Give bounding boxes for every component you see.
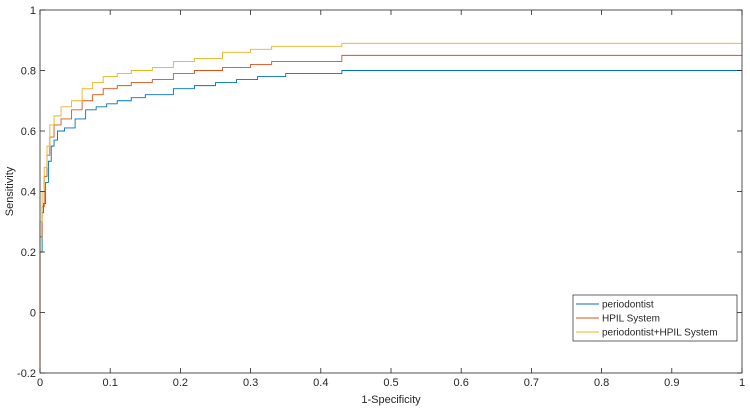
y-tick-label: 0: [30, 308, 36, 320]
legend: periodontist HPIL System periodontist+HPIL…: [572, 294, 738, 342]
y-tick-label: 0.6: [21, 126, 36, 138]
series-line-3: [39, 42, 742, 367]
y-tick-label: 1: [30, 5, 36, 17]
y-tick-label: 0.2: [21, 247, 36, 259]
y-tick-label: 0.4: [21, 187, 36, 199]
legend-box: [572, 294, 738, 342]
legend-label-2: HPIL System: [602, 314, 660, 325]
x-tick-label: 0.3: [243, 377, 258, 389]
x-tick-label: 0.4: [313, 377, 328, 389]
y-tick-label: 0.8: [21, 66, 36, 78]
x-tick-label: 0.6: [454, 377, 469, 389]
y-tick-label: -0.2: [17, 368, 36, 380]
legend-label-3: periodontist+HPIL System: [602, 328, 718, 339]
x-axis-label: 1-Specificity: [361, 394, 421, 406]
x-tick-label: 1: [739, 377, 745, 389]
x-tick-label: 0.8: [594, 377, 609, 389]
series-layer: [39, 42, 742, 367]
legend-label-1: periodontist: [602, 300, 654, 311]
series-line-1: [39, 70, 742, 367]
x-tick-label: 0.1: [103, 377, 118, 389]
x-tick-label: 0.5: [383, 377, 398, 389]
x-tick-label: 0: [37, 377, 43, 389]
x-tick-label: 0.2: [173, 377, 188, 389]
y-axis-label: Sensitivity: [4, 166, 16, 216]
x-tick-label: 0.7: [524, 377, 539, 389]
x-tick-label: 0.9: [664, 377, 679, 389]
ticks-layer: 0 0.1 0.2 0.3 0.4 0.5 0.6 0.7 0.8 0.9 1-0.200.20.4…: [17, 5, 745, 389]
